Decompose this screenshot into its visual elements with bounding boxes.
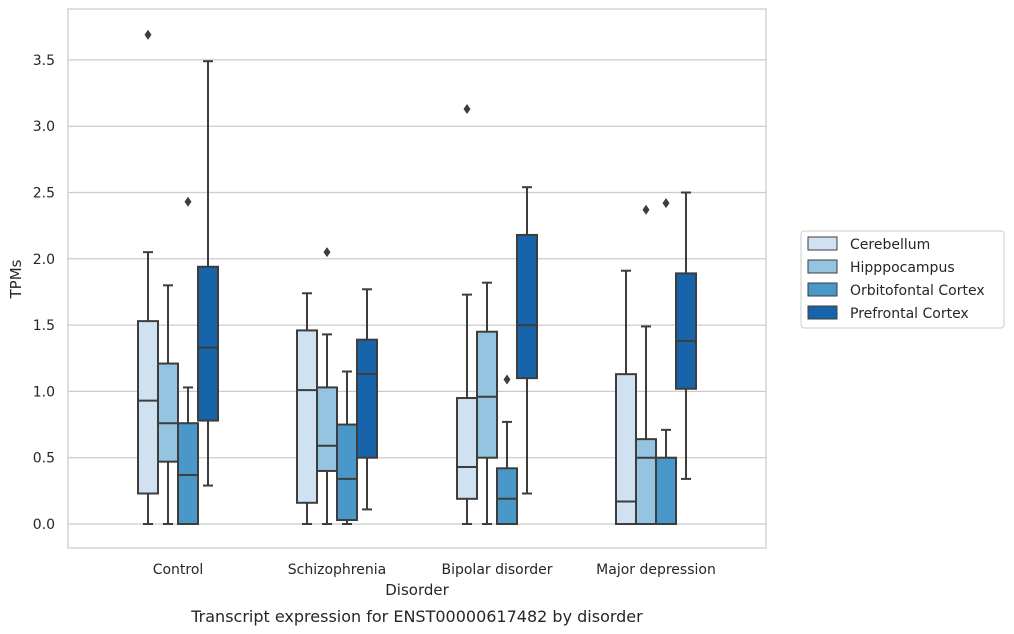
y-tick-label: 2.0 (33, 252, 55, 268)
box-orbitofontal-cortex-major-depression (655, 198, 677, 526)
box-iqr (316, 386, 338, 472)
box-iqr (336, 423, 358, 522)
outlier-point (503, 374, 511, 385)
box-iqr (675, 272, 697, 390)
x-tick-label: Schizophrenia (288, 562, 386, 578)
outlier-point (463, 103, 471, 114)
box-iqr (296, 329, 318, 504)
box-prefrontal-cortex-bipolar-disorder (516, 186, 538, 495)
y-tick-labels: 0.0 0.5 1.0 1.5 2.0 2.5 3.0 3.5 (33, 53, 55, 533)
box-cerebellum-major-depression (615, 269, 637, 525)
legend-swatch-cerebellum (807, 236, 838, 251)
x-axis-title: Disorder (385, 581, 449, 599)
box-plots (137, 29, 697, 526)
y-tick-label: 3.0 (33, 119, 55, 135)
box-prefrontal-cortex-schizophrenia (356, 288, 378, 511)
box-iqr (655, 456, 677, 526)
box-hipppocampus-bipolar-disorder (476, 281, 498, 525)
box-hipppocampus-control (157, 284, 179, 525)
y-tick-label: 2.5 (33, 186, 55, 202)
box-orbitofontal-cortex-control (177, 196, 199, 525)
box-prefrontal-cortex-control (197, 60, 219, 487)
box-iqr (177, 422, 199, 525)
x-tick-label: Major depression (596, 562, 716, 578)
figure-caption: Transcript expression for ENST0000061748… (190, 607, 643, 626)
legend-swatch-hippocampus (807, 259, 838, 274)
box-iqr (496, 467, 518, 526)
x-tick-label: Bipolar disorder (441, 562, 552, 578)
y-axis-title: TPMs (7, 259, 25, 299)
legend-label-cerebellum: Cerebellum (850, 237, 930, 253)
box-iqr (356, 338, 378, 459)
box-orbitofontal-cortex-schizophrenia (336, 370, 358, 525)
y-tick-label: 3.5 (33, 53, 55, 69)
legend-label-orbitofrontal: Orbitofontal Cortex (850, 283, 985, 299)
box-iqr (635, 438, 657, 525)
outlier-point (323, 247, 331, 258)
plot-frame (67, 8, 767, 549)
box-hipppocampus-major-depression (635, 204, 657, 525)
legend-frame (800, 230, 1005, 329)
outlier-point (662, 198, 670, 209)
y-tick-label: 1.0 (33, 384, 55, 400)
box-iqr (137, 320, 159, 495)
y-tick-label: 1.5 (33, 318, 55, 334)
legend-swatch-orbitofrontal (807, 282, 838, 297)
y-tick-label: 0.0 (33, 517, 55, 533)
box-iqr (476, 330, 498, 459)
box-prefrontal-cortex-major-depression (675, 191, 697, 480)
legend-label-prefrontal: Prefrontal Cortex (850, 306, 969, 322)
box-iqr (456, 397, 478, 500)
box-orbitofontal-cortex-bipolar-disorder (496, 374, 518, 526)
x-tick-labels: Control Schizophrenia Bipolar disorder Majo… (153, 562, 716, 578)
box-iqr (197, 265, 219, 422)
y-tick-label: 0.5 (33, 451, 55, 467)
box-iqr (516, 233, 538, 380)
legend-swatch-prefrontal (807, 305, 838, 320)
legend: Cerebellum Hipppocampus Orbitofontal Cor… (800, 230, 1005, 329)
box-iqr (157, 362, 179, 463)
x-tick-label: Control (153, 562, 204, 578)
outlier-point (144, 29, 152, 40)
outlier-point (184, 196, 192, 207)
legend-label-hippocampus: Hipppocampus (850, 260, 955, 276)
box-cerebellum-control (137, 29, 159, 525)
outlier-point (642, 204, 650, 215)
